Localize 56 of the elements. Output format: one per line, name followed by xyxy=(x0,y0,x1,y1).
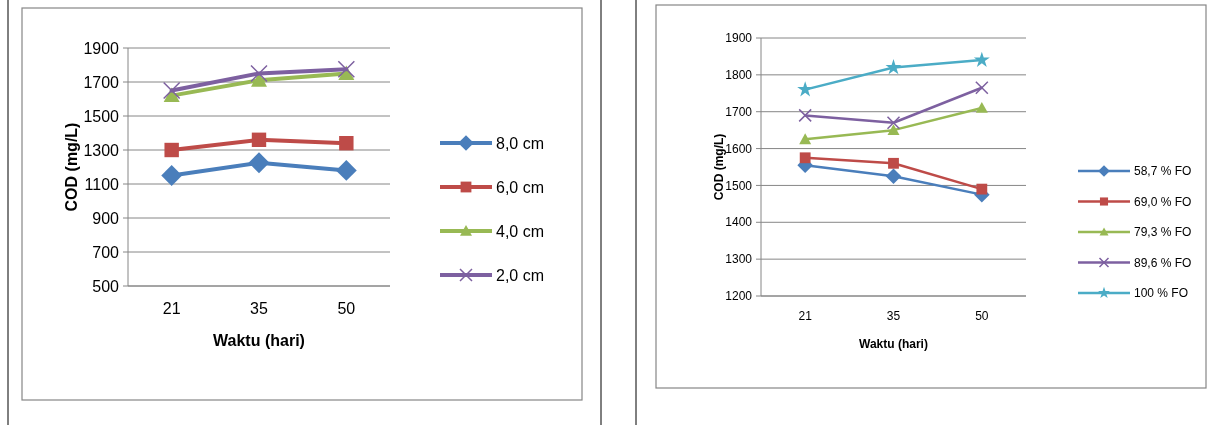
x-tick-label: 35 xyxy=(250,300,268,317)
point xyxy=(973,51,990,67)
point xyxy=(164,142,179,158)
legend-label: 79,3 % FO xyxy=(1134,225,1192,240)
y-tick-label: 1600 xyxy=(725,141,753,156)
y-tick-label: 1500 xyxy=(83,107,120,125)
point xyxy=(161,165,183,186)
y-tick-label: 1300 xyxy=(725,252,753,267)
y-tick-label: 900 xyxy=(92,209,120,227)
legend-label: 8,0 cm xyxy=(496,134,545,152)
point xyxy=(251,132,267,147)
point xyxy=(975,81,989,95)
point xyxy=(885,168,902,185)
y-tick-label: 1400 xyxy=(725,215,753,230)
point xyxy=(248,152,270,174)
point xyxy=(798,108,812,123)
x-tick-label: 21 xyxy=(162,300,181,317)
legend-label: 2,0 cm xyxy=(496,266,545,284)
y-tick-label: 1500 xyxy=(725,178,753,193)
legend-label: 69,0 % FO xyxy=(1134,194,1192,209)
legend-label: 58,7 % FO xyxy=(1134,164,1192,179)
legend-label: 6,0 cm xyxy=(496,178,545,196)
y-tick-label: 1300 xyxy=(83,141,120,159)
y-tick-label: 1700 xyxy=(725,104,753,119)
y-tick-label: 1700 xyxy=(83,73,120,91)
y-tick-label: 700 xyxy=(92,243,120,261)
y-tick-label: 1200 xyxy=(725,289,753,304)
y-axis-title: COD (mg/L) xyxy=(711,133,726,201)
x-tick-label: 35 xyxy=(886,309,901,323)
point xyxy=(975,102,988,113)
point xyxy=(335,160,357,181)
y-axis-title: COD (mg/L) xyxy=(62,122,80,212)
x-tick-label: 50 xyxy=(975,309,989,323)
y-tick-label: 1100 xyxy=(84,175,120,193)
x-axis-title: Waktu (hari) xyxy=(859,337,928,351)
x-tick-label: 50 xyxy=(337,300,356,317)
legend-label: 100 % FO xyxy=(1134,286,1189,301)
point xyxy=(799,133,812,145)
legend-label: 4,0 cm xyxy=(496,222,545,240)
point xyxy=(339,136,354,151)
x-axis-title: Waktu (hari) xyxy=(213,332,305,349)
point xyxy=(885,59,902,75)
point xyxy=(887,124,900,135)
y-tick-label: 1800 xyxy=(725,68,753,83)
x-tick-label: 21 xyxy=(798,309,813,323)
y-tick-label: 500 xyxy=(92,277,120,295)
point xyxy=(888,157,899,169)
point xyxy=(886,116,901,130)
point xyxy=(250,64,268,83)
legend-label: 89,6 % FO xyxy=(1134,255,1192,270)
point xyxy=(976,183,988,195)
point xyxy=(799,152,811,164)
y-tick-label: 1900 xyxy=(725,31,753,46)
point xyxy=(337,60,356,78)
point xyxy=(162,81,181,100)
y-tick-label: 1900 xyxy=(83,39,120,57)
